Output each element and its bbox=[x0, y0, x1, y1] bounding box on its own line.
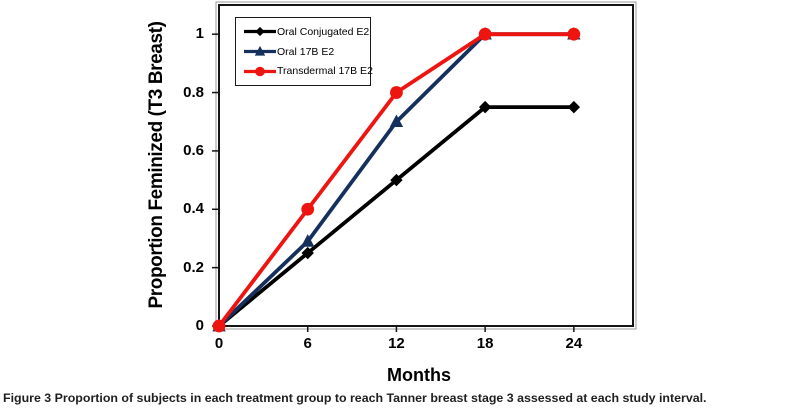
legend-marker-diamond-icon bbox=[244, 27, 276, 37]
data-point-triangle bbox=[301, 234, 315, 247]
y-tick-label: 0 bbox=[195, 317, 204, 334]
x-axis-title: Months bbox=[387, 365, 451, 385]
legend-item: Transdermal 17B E2 bbox=[244, 63, 373, 79]
data-point-diamond bbox=[301, 246, 314, 260]
x-tick-label: 12 bbox=[388, 335, 405, 352]
data-point-circle bbox=[390, 86, 403, 99]
legend: Oral Conjugated E2 Oral 17B E2 Transderm… bbox=[235, 17, 373, 86]
legend-marker-triangle-icon bbox=[244, 45, 276, 56]
x-tick-label: 18 bbox=[476, 335, 494, 352]
chart-outer-border bbox=[215, 1, 637, 330]
y-tick-label: 0.4 bbox=[183, 200, 204, 218]
x-tick-label: 6 bbox=[303, 335, 312, 352]
caption-text: Proportion of subjects in each treatment… bbox=[54, 391, 707, 405]
legend-label: Transdermal 17B E2 bbox=[277, 65, 373, 78]
y-tick-label: 0.8 bbox=[183, 83, 204, 101]
legend-item: Oral Conjugated E2 bbox=[244, 24, 370, 40]
data-point-circle bbox=[478, 27, 492, 41]
x-tick-label: 24 bbox=[565, 335, 583, 352]
legend-label: Oral Conjugated E2 bbox=[277, 25, 370, 38]
legend-item: Oral 17B E2 bbox=[244, 44, 368, 60]
y-tick-label: 0.2 bbox=[183, 258, 204, 276]
caption-label: Figure 3 bbox=[3, 391, 52, 405]
data-point-diamond bbox=[390, 173, 403, 187]
data-point-diamond bbox=[567, 100, 581, 114]
y-tick-label: 1 bbox=[195, 25, 204, 43]
legend-marker-circle-icon bbox=[244, 66, 276, 77]
legend-label: Oral 17B E2 bbox=[277, 45, 335, 58]
data-point-circle bbox=[301, 202, 315, 216]
y-tick-label: 0.6 bbox=[183, 141, 204, 159]
x-tick-label: 0 bbox=[214, 335, 224, 352]
figure-caption: Figure 3 Proportion of subjects in each … bbox=[3, 391, 793, 407]
data-point-circle bbox=[212, 319, 226, 333]
data-point-triangle bbox=[389, 114, 404, 128]
data-point-circle bbox=[567, 27, 581, 41]
data-point-diamond bbox=[478, 100, 492, 114]
